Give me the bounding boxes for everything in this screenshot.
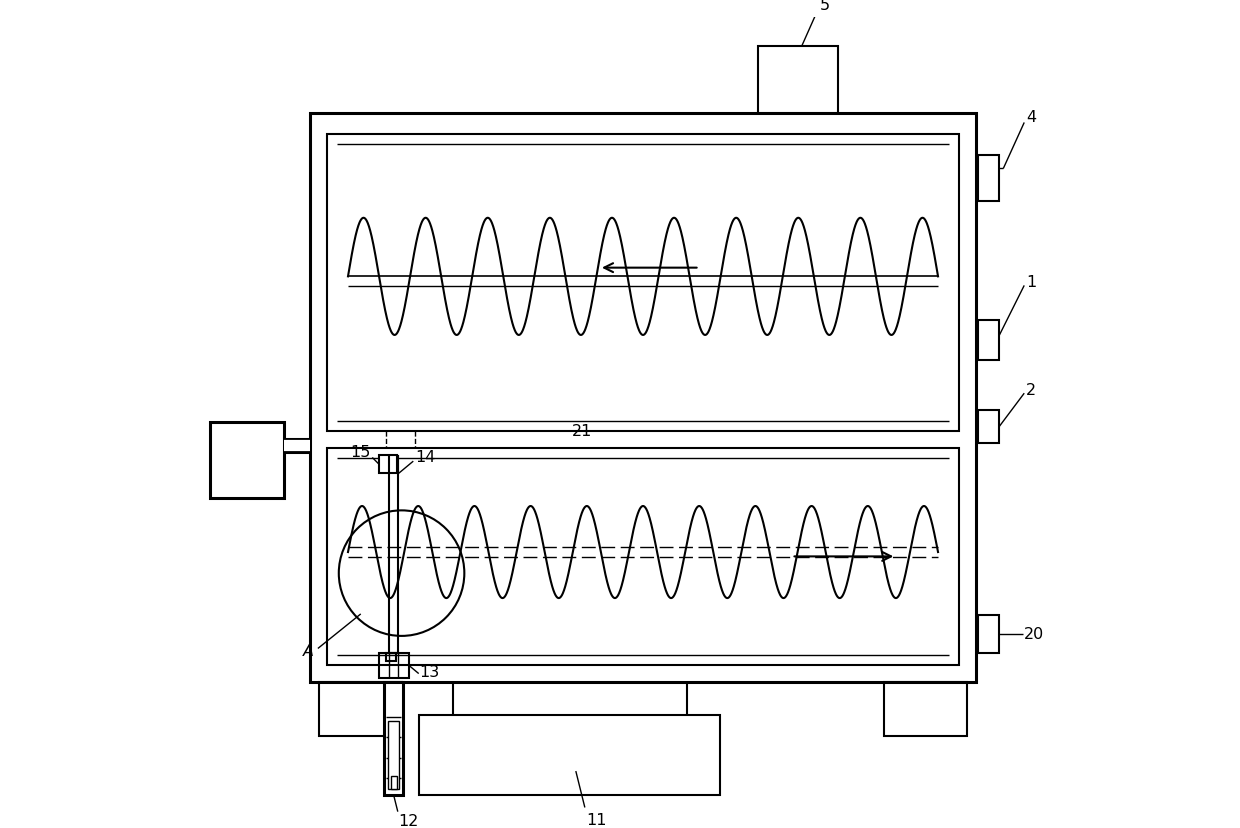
Bar (758, 47, 837, 113)
Bar (884, 682, 967, 736)
Bar (386, 652, 396, 661)
Bar (327, 448, 959, 666)
Text: 1: 1 (1025, 274, 1037, 289)
Text: 14: 14 (415, 450, 435, 465)
Text: 4: 4 (1025, 110, 1037, 125)
Bar (327, 135, 959, 431)
Text: 11: 11 (587, 811, 608, 826)
Bar (391, 776, 397, 789)
Bar (210, 423, 284, 498)
Bar (978, 320, 999, 360)
Bar (378, 652, 409, 678)
Text: 21: 21 (572, 424, 593, 439)
Text: 2: 2 (1025, 382, 1037, 397)
Text: 15: 15 (350, 445, 371, 460)
Bar (310, 113, 976, 682)
Bar (978, 615, 999, 652)
Text: 5: 5 (820, 0, 831, 12)
Bar (384, 682, 403, 795)
Text: A: A (303, 643, 314, 658)
Bar (388, 721, 399, 789)
Text: 13: 13 (419, 665, 440, 680)
Bar (389, 456, 398, 652)
Text: 12: 12 (398, 813, 419, 828)
Bar (379, 455, 397, 474)
Bar (419, 715, 720, 795)
Bar (978, 411, 999, 444)
Text: 20: 20 (1024, 627, 1044, 642)
Bar (284, 440, 310, 452)
Bar (319, 682, 403, 736)
Bar (978, 156, 999, 201)
